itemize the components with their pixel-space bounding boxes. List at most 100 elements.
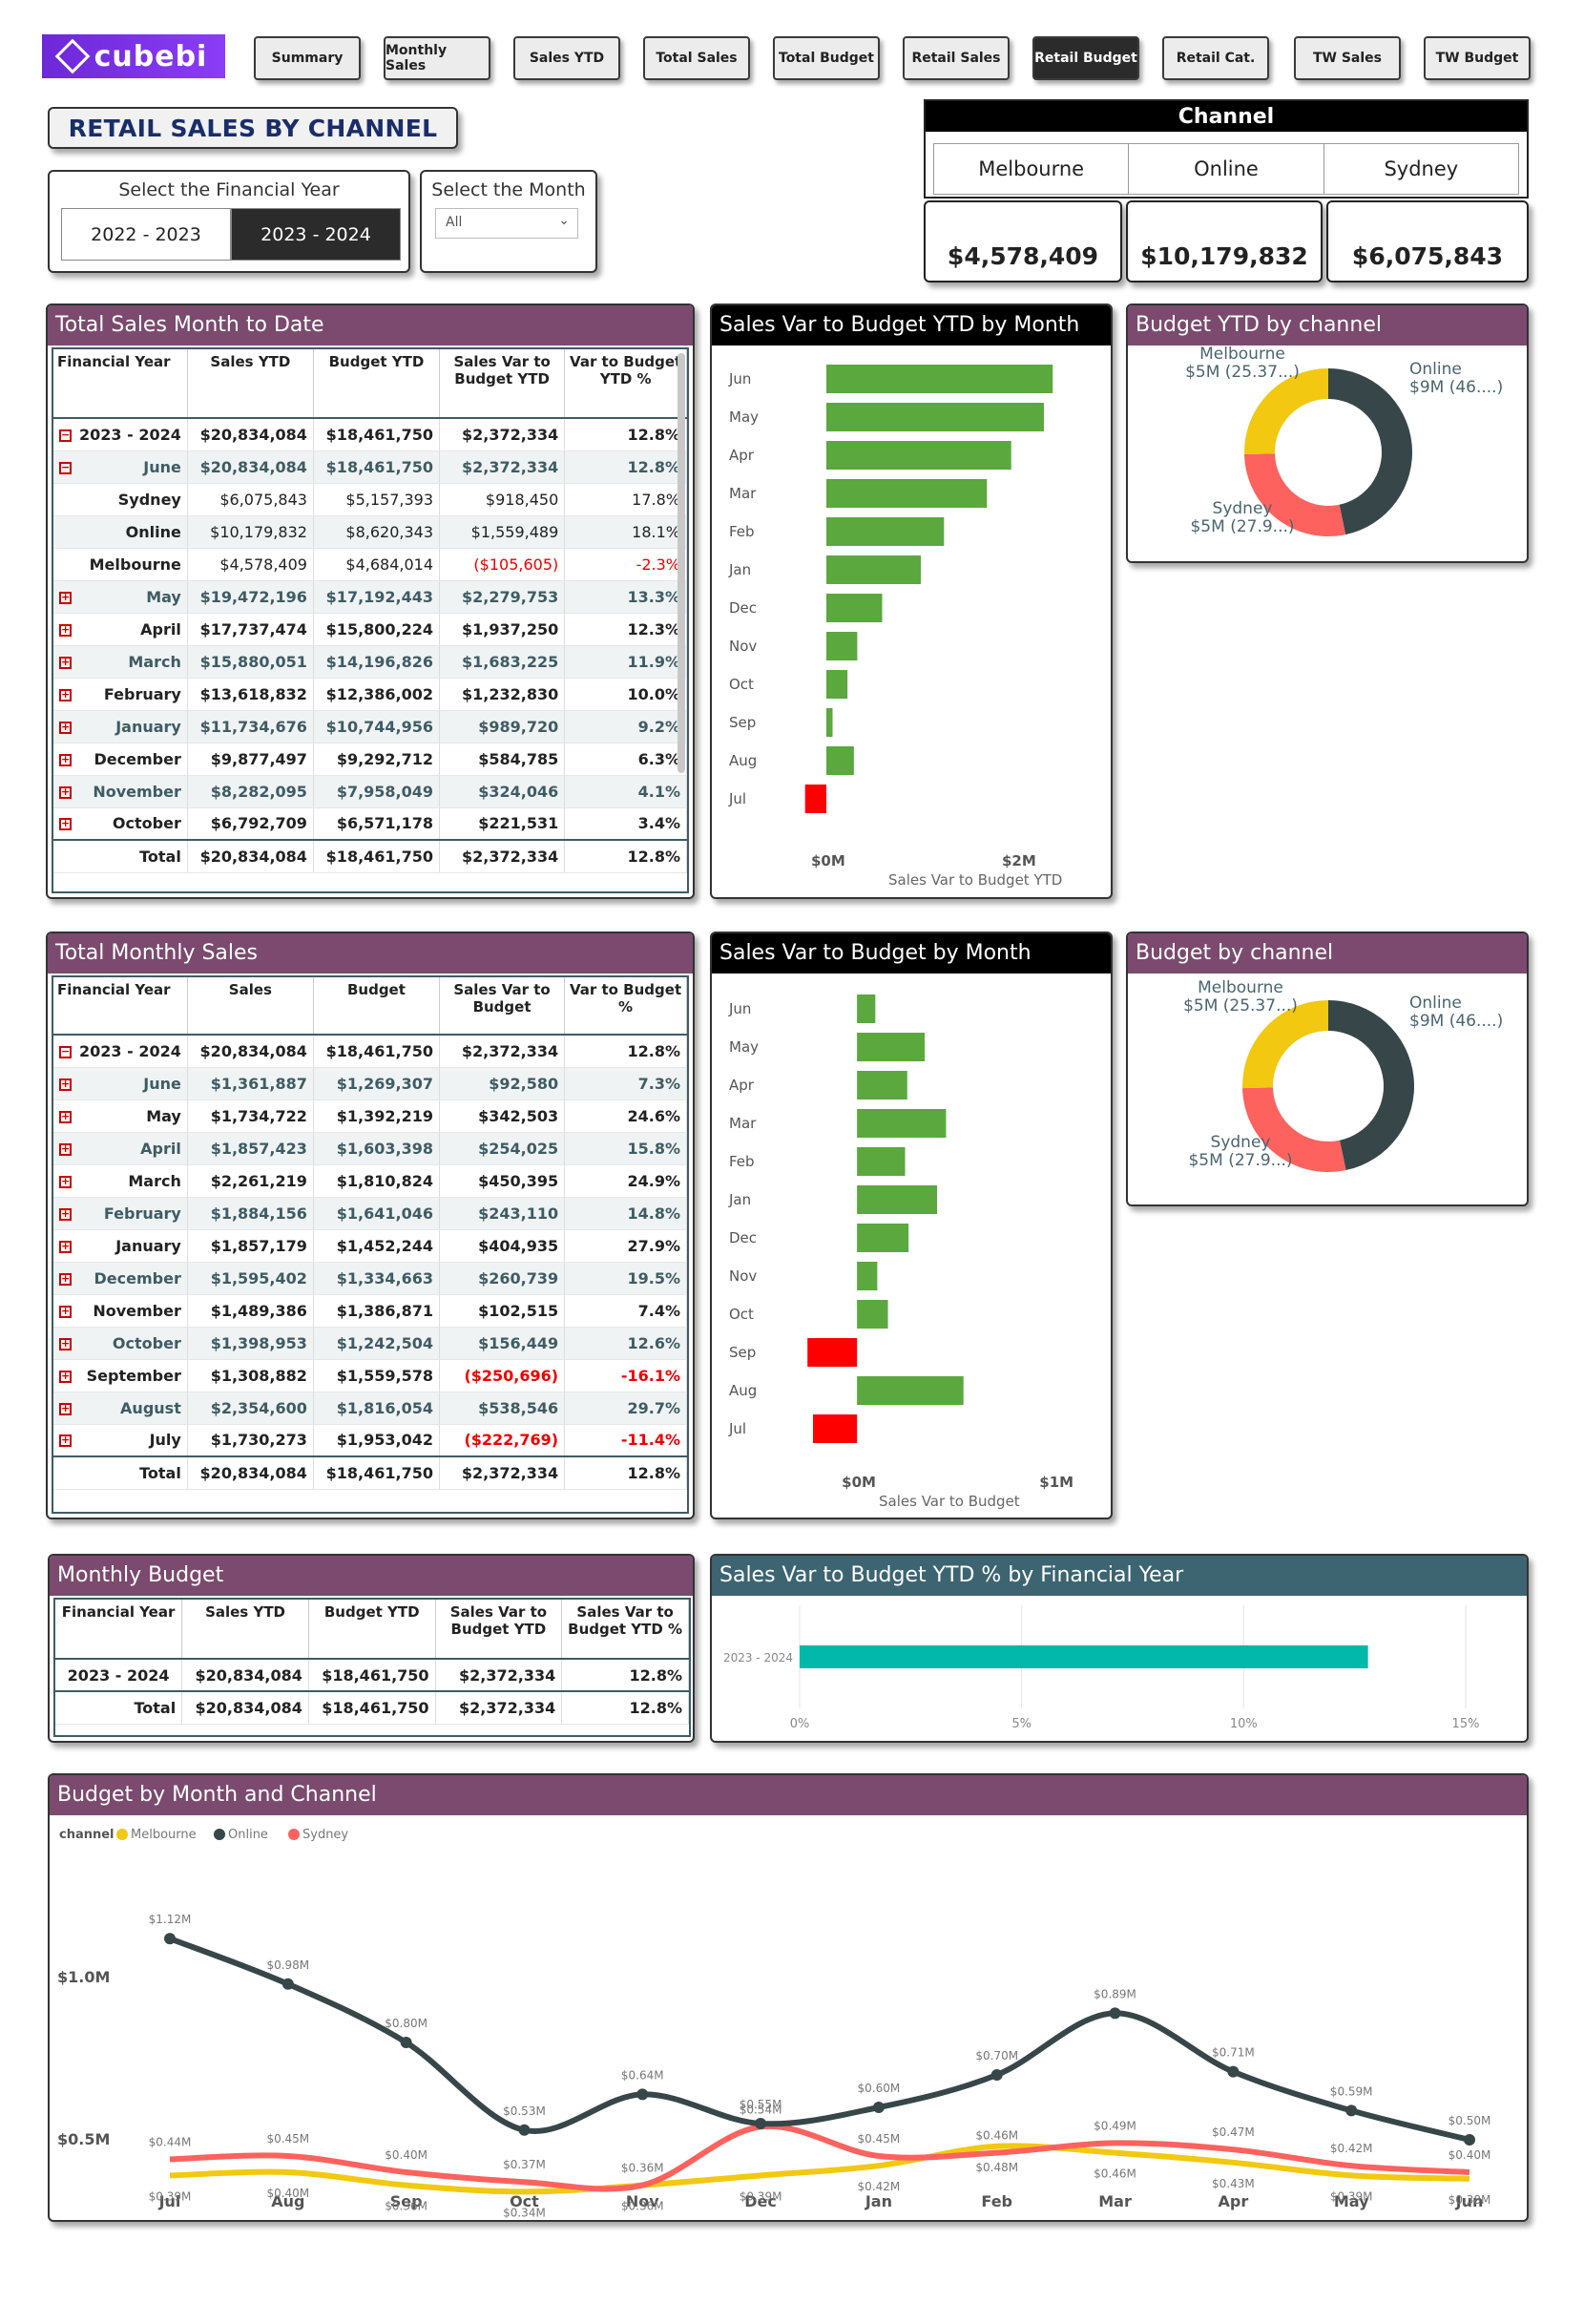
collapse-icon[interactable]: − [59,460,72,474]
expand-icon[interactable]: + [59,655,72,669]
col-header-var-to-budget-ytd[interactable]: Var to Budget YTD % [564,349,687,419]
col-header-budget[interactable]: Budget [313,977,440,1036]
bar-aug[interactable] [826,746,854,775]
slice-sydney[interactable] [1244,453,1346,536]
point-online[interactable] [164,1933,176,1945]
fy-option-2023[interactable]: 2023 - 2024 [231,208,401,261]
col-header-sales-var-to-budget-ytd[interactable]: Sales Var to Budget YTD [439,349,566,419]
scrollbar[interactable] [677,353,685,773]
expand-icon[interactable]: + [59,622,72,637]
col-header-var-to-budget[interactable]: Var to Budget % [564,977,687,1036]
bar-jun[interactable] [826,365,1053,393]
bar-dec[interactable] [826,594,883,622]
bar-jan[interactable] [826,555,921,584]
bar-may[interactable] [826,403,1044,431]
expand-icon[interactable]: + [59,785,72,799]
month-dropdown[interactable]: All ⌄ [435,208,578,239]
point-online[interactable] [990,2069,1003,2081]
expand-icon[interactable]: + [59,1401,72,1415]
nav-retail-cat[interactable]: Retail Cat. [1162,36,1269,80]
expand-icon[interactable]: + [59,590,72,604]
channel-option-online[interactable]: Online [1129,144,1324,194]
expand-icon[interactable]: + [59,1271,72,1286]
nav-retail-sales[interactable]: Retail Sales [903,36,1010,80]
bar-dec[interactable] [857,1224,909,1252]
point-online[interactable] [1345,2104,1358,2117]
point-online[interactable] [400,2037,412,2048]
col-header-sales-var-to-budget[interactable]: Sales Var to Budget [439,977,566,1036]
bar-may[interactable] [857,1033,926,1061]
slice-melbourne[interactable] [1242,1000,1328,1089]
bar-jul[interactable] [804,785,826,813]
expand-icon[interactable]: + [59,1109,72,1123]
point-online[interactable] [1227,2065,1240,2078]
nav-retail-budget[interactable]: Retail Budget [1032,36,1139,80]
point-online[interactable] [636,2088,649,2101]
legend-item-sydney[interactable]: Sydney [302,1828,348,1842]
bar-jul[interactable] [812,1414,858,1443]
slice-melbourne[interactable] [1244,368,1328,455]
nav-tw-budget[interactable]: TW Budget [1424,36,1531,80]
slice-sydney[interactable] [1242,1087,1346,1172]
legend-item-melbourne[interactable]: Melbourne [131,1828,197,1842]
slice-online[interactable] [1328,1000,1414,1171]
bar-feb[interactable] [826,517,945,546]
col-header-sales-ytd[interactable]: Sales YTD [187,349,314,419]
slice-online[interactable] [1328,368,1412,535]
col-header-budget-ytd[interactable]: Budget YTD [308,1600,436,1660]
bar-sep[interactable] [826,708,833,737]
point-online[interactable] [755,2118,767,2129]
col-header-financial-year[interactable]: Financial Year [53,977,188,1036]
expand-icon[interactable]: + [59,720,72,734]
nav-summary[interactable]: Summary [254,36,361,80]
bar-feb[interactable] [857,1147,906,1176]
legend-item-online[interactable]: Online [228,1828,268,1842]
collapse-icon[interactable]: − [59,1044,72,1058]
point-online[interactable] [518,2124,531,2136]
series-line-sydney[interactable] [169,2123,1470,2192]
col-header-sales-var-to-budget-ytd[interactable]: Sales Var to Budget YTD [435,1600,563,1660]
bar-aug[interactable] [857,1376,964,1405]
bar-mar[interactable] [857,1109,947,1138]
expand-icon[interactable]: + [59,1304,72,1318]
nav-monthly-sales[interactable]: Monthly Sales [384,36,490,80]
expand-icon[interactable]: + [59,1174,72,1188]
point-online[interactable] [1109,2007,1121,2020]
expand-icon[interactable]: + [59,752,72,766]
bar-apr[interactable] [857,1071,907,1099]
series-line-online[interactable] [168,1936,1470,2143]
expand-icon[interactable]: + [59,1206,72,1221]
collapse-icon[interactable]: − [59,428,72,442]
col-header-financial-year[interactable]: Financial Year [55,1600,183,1660]
bar-oct[interactable] [857,1300,888,1329]
nav-total-sales[interactable]: Total Sales [643,36,750,80]
col-header-sales-ytd[interactable]: Sales YTD [181,1600,309,1660]
point-online[interactable] [1464,2134,1475,2146]
bar-jun[interactable] [857,995,876,1023]
point-online[interactable] [281,1978,294,1990]
fy-option-2022[interactable]: 2022 - 2023 [61,208,231,261]
nav-tw-sales[interactable]: TW Sales [1294,36,1401,80]
expand-icon[interactable]: + [59,687,72,701]
point-online[interactable] [872,2102,885,2113]
col-header-sales-var-to-budget-ytd[interactable]: Sales Var to Budget YTD % [561,1600,689,1660]
nav-total-budget[interactable]: Total Budget [773,36,880,80]
col-header-financial-year[interactable]: Financial Year [53,349,188,419]
bar-2023-2024[interactable] [800,1645,1368,1668]
expand-icon[interactable]: + [59,1239,72,1253]
channel-option-sydney[interactable]: Sydney [1384,157,1459,180]
channel-option-melbourne[interactable]: Melbourne [934,144,1130,194]
col-header-sales[interactable]: Sales [187,977,314,1036]
bar-sep[interactable] [807,1338,858,1367]
bar-nov[interactable] [857,1262,878,1290]
expand-icon[interactable]: + [59,1077,72,1091]
bar-jan[interactable] [857,1185,938,1214]
expand-icon[interactable]: + [59,1369,72,1383]
expand-icon[interactable]: + [59,817,72,831]
expand-icon[interactable]: + [59,1141,72,1156]
series-line-melbourne[interactable] [169,2143,1470,2195]
bar-nov[interactable] [826,632,858,660]
bar-mar[interactable] [826,479,988,508]
expand-icon[interactable]: + [59,1434,72,1448]
bar-apr[interactable] [826,441,1011,470]
